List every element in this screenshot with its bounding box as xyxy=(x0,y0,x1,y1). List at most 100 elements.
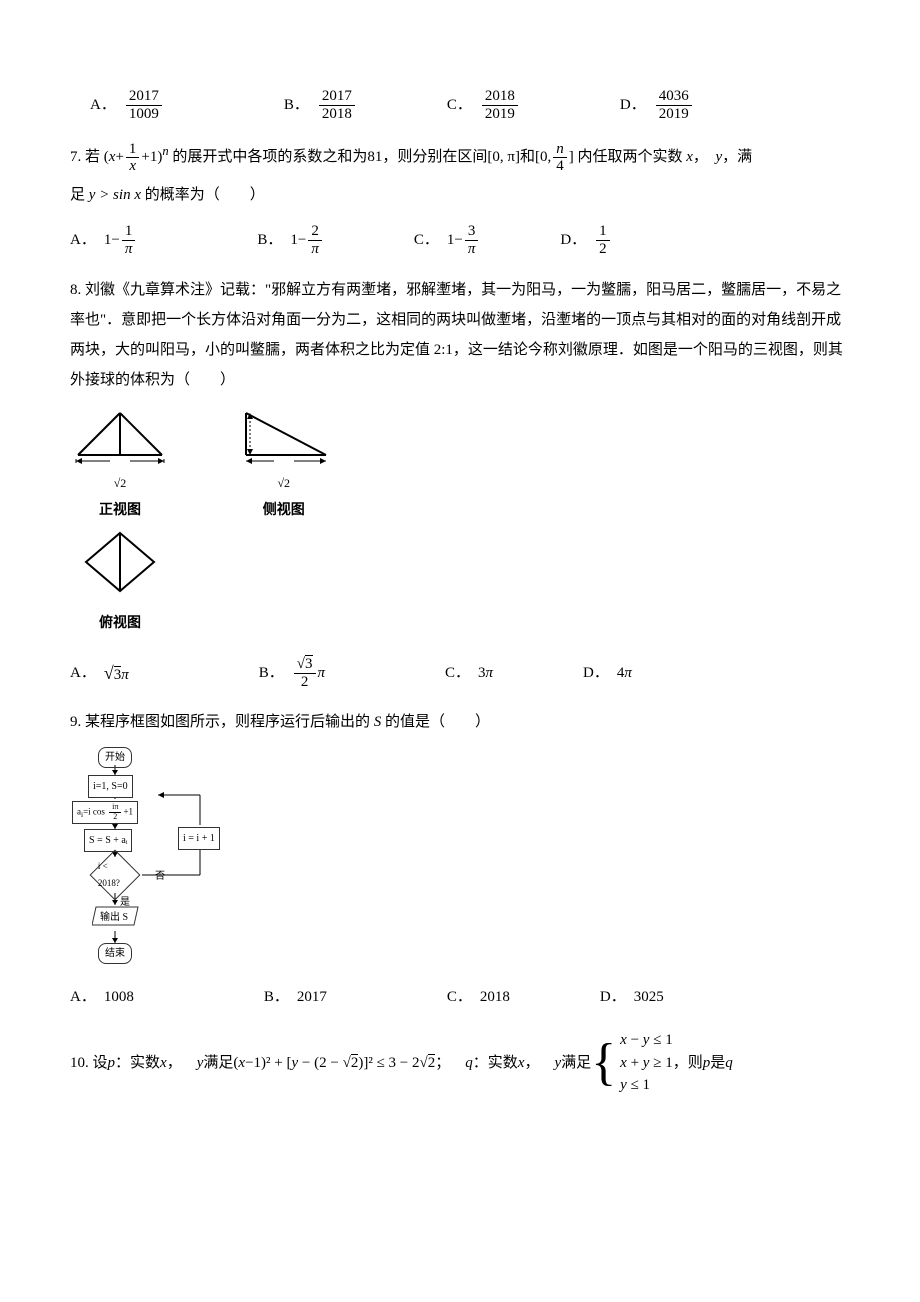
comma: ， xyxy=(524,1049,539,1078)
post: π xyxy=(318,659,326,688)
q7-options-row: A． 1−1π B． 1−2π C． 1−3π D． 12 xyxy=(70,223,850,257)
flow-init: i=1, S=0 xyxy=(88,775,133,798)
tail: +1) xyxy=(141,149,162,165)
q8-opt-c: C． 3π xyxy=(445,659,493,688)
q6-opt-b: B． 2017 2018 xyxy=(284,88,357,122)
value: 2018 xyxy=(480,983,510,1012)
opt-label: B． xyxy=(259,659,284,688)
label: 输出 S xyxy=(100,908,128,927)
q7-opt-a: A． 1−1π xyxy=(70,223,137,257)
opt-label: C． xyxy=(447,983,472,1012)
q9-opt-a: A．1008 xyxy=(70,983,134,1012)
q7-opt-b: B． 1−2π xyxy=(257,223,324,257)
opt-label: B． xyxy=(257,226,282,255)
q8-opt-d: D． 4π xyxy=(583,659,632,688)
var-y: y xyxy=(555,1049,562,1078)
q10-stem: 10. 设 p ：实数 x， y 满足 (x−1)² + [y − (2 − √… xyxy=(70,1029,850,1097)
opt-label: C． xyxy=(445,659,470,688)
var-p: p xyxy=(703,1049,711,1078)
var-x: x xyxy=(518,1049,525,1078)
q7-mid4: ，满 xyxy=(722,149,752,165)
flow-end: 结束 xyxy=(98,943,132,964)
var-q: q xyxy=(465,1049,473,1078)
front-view-svg xyxy=(70,405,170,467)
q9-stem: 9. 某程序框图如图所示，则程序运行后输出的 S 的值是（ ） xyxy=(70,708,850,737)
frac-den: 2018 xyxy=(319,106,355,123)
frac-num: n xyxy=(553,141,567,159)
q9-options-row: A．1008 B． 2017 C． 2018 D．3025 xyxy=(70,983,850,1012)
value: 1008 xyxy=(104,983,134,1012)
q6-opt-a: A． 2017 1009 xyxy=(90,88,164,122)
view-caption: 俯视图 xyxy=(80,609,160,636)
frac-num: 1 xyxy=(126,141,140,159)
q6-options-row: A． 2017 1009 B． 2017 2018 C． 2018 2019 D… xyxy=(70,88,850,122)
view-caption: 侧视图 xyxy=(234,496,334,523)
label: i < 2018? xyxy=(98,858,132,892)
fraction: 2018 2019 xyxy=(482,88,518,122)
var-x: x xyxy=(160,1049,167,1078)
front-view: √2 正视图 xyxy=(70,405,170,523)
flow-sum: S = S + aᵢ xyxy=(84,829,132,852)
opt-label: D． xyxy=(620,91,646,120)
view-caption: 正视图 xyxy=(70,496,170,523)
frac-num: 1 xyxy=(596,223,610,241)
opt-label: C． xyxy=(414,226,439,255)
opt-label: A． xyxy=(70,226,96,255)
q7-prefix: 7. 若 xyxy=(70,149,100,165)
comma: ， xyxy=(167,1049,182,1078)
opt-label: D． xyxy=(560,226,586,255)
frac-den: π xyxy=(122,241,136,258)
value: 2017 xyxy=(297,983,327,1012)
system-of-ineq: { x − y ≤ 1 x + y ≥ 1 y ≤ 1 xyxy=(591,1029,673,1097)
prefix: 1− xyxy=(104,226,120,255)
frac-num: 3 xyxy=(465,223,479,241)
inequality: y > sin x xyxy=(89,187,141,203)
frac-num: 2 xyxy=(308,223,322,241)
q9-opt-c: C． 2018 xyxy=(447,983,510,1012)
q9-opt-b: B． 2017 xyxy=(264,983,327,1012)
q8-views-row: √2 正视图 √2 侧视图 xyxy=(70,405,850,523)
text: 是 xyxy=(710,1049,725,1078)
text: 足 xyxy=(70,187,89,203)
q7-stem-line2: 足 y > sin x 的概率为（ ） xyxy=(70,181,850,210)
fraction: n4 xyxy=(553,141,567,175)
side-view: √2 侧视图 xyxy=(234,405,334,523)
q8-opt-a: A． √3π xyxy=(70,656,129,690)
frac-den: π xyxy=(308,241,322,258)
frac-den: π xyxy=(465,241,479,258)
opt-label: D． xyxy=(600,983,626,1012)
interval-1: [0, π] xyxy=(487,149,520,165)
text: ：实数 xyxy=(115,1049,160,1078)
fraction: 2017 2018 xyxy=(319,88,355,122)
q7-opt-d: D． 12 xyxy=(560,223,611,257)
fraction: 2π xyxy=(308,223,322,257)
var-q: q xyxy=(725,1049,733,1078)
prefix: 1− xyxy=(290,226,306,255)
frac-den: x xyxy=(126,158,139,175)
var-y: y xyxy=(197,1049,204,1078)
fraction: 1x xyxy=(126,141,140,175)
opt-label: B． xyxy=(264,983,289,1012)
exponent: n xyxy=(162,144,168,158)
ineq-3: y ≤ 1 xyxy=(620,1074,673,1097)
side-view-svg xyxy=(234,405,334,467)
frac-num: 2017 xyxy=(319,88,355,106)
flow-output: 输出 S xyxy=(92,905,142,938)
label: 开始 xyxy=(98,747,132,768)
sep: ； xyxy=(435,1049,450,1078)
flow-no-label: 否 xyxy=(155,867,165,886)
expr: 4π xyxy=(617,659,632,688)
frac-num: 1 xyxy=(122,223,136,241)
fraction: 1π xyxy=(122,223,136,257)
q7-opt-c: C． 1−3π xyxy=(414,223,481,257)
expr: (x−1)² + [y − (2 − √2)]² ≤ 3 − 2√2 xyxy=(233,1049,435,1078)
label: 结束 xyxy=(98,943,132,964)
q9-opt-d: D．3025 xyxy=(600,983,664,1012)
text: ，则 xyxy=(673,1049,703,1078)
q7-stem: 7. 若 (x+1x+1)n 的展开式中各项的系数之和为81，则分别在区间[0,… xyxy=(70,140,850,175)
frac-den: 4 xyxy=(553,158,567,175)
flow-inc: i = i + 1 xyxy=(178,827,220,850)
flow-step: ai=i cos iπ2+1 xyxy=(72,801,138,824)
bracket-open: [0, xyxy=(535,149,551,165)
frac-den: 1009 xyxy=(126,106,162,123)
